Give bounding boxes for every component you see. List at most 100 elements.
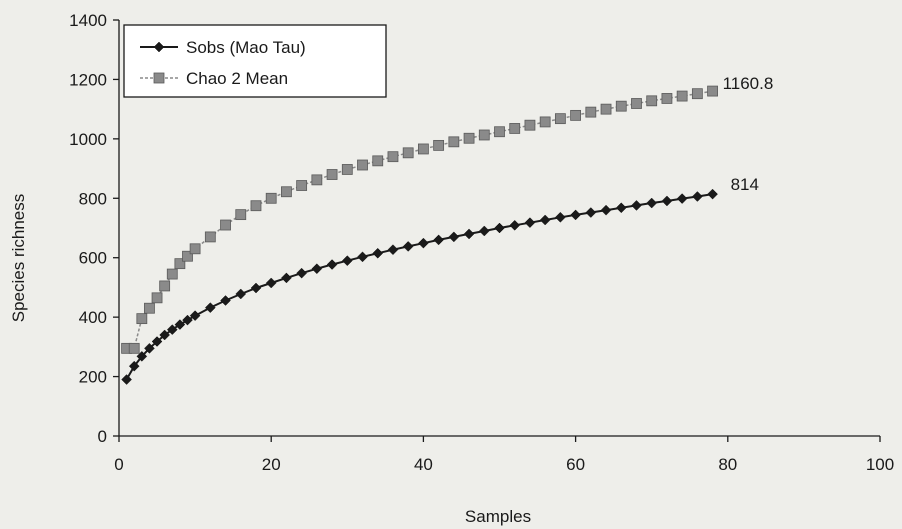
- data-point-chao2: [646, 95, 658, 107]
- data-point-chao2: [448, 136, 460, 148]
- x-tick-label: 80: [718, 455, 737, 474]
- data-point-chao2: [166, 268, 178, 280]
- y-tick-label: 400: [79, 308, 107, 327]
- data-point-sobs: [448, 231, 460, 243]
- data-point-sobs: [433, 234, 444, 246]
- data-point-sobs: [402, 241, 414, 252]
- data-point-chao2: [341, 164, 353, 175]
- data-point-chao2: [417, 143, 429, 155]
- data-point-sobs: [661, 195, 673, 207]
- end-label-chao2: 1160.8: [723, 74, 774, 93]
- data-point-chao2: [661, 93, 673, 104]
- data-point-sobs: [615, 202, 627, 214]
- data-point-sobs: [182, 314, 193, 326]
- data-point-sobs: [151, 336, 163, 347]
- data-point-sobs: [570, 209, 581, 221]
- legend-items: Sobs (Mao Tau) Chao 2 Mean: [140, 38, 306, 88]
- y-tick-label: 0: [98, 427, 107, 446]
- data-point-sobs: [189, 310, 201, 322]
- data-point-sobs: [166, 324, 178, 335]
- data-point-sobs: [509, 219, 521, 231]
- data-point-chao2: [250, 200, 262, 212]
- data-point-chao2: [220, 219, 231, 231]
- data-point-sobs: [707, 188, 718, 200]
- data-point-sobs: [159, 329, 171, 341]
- y-tick-label: 1200: [69, 70, 107, 89]
- data-point-chao2: [478, 129, 490, 141]
- data-point-sobs: [204, 302, 216, 313]
- data-point-chao2: [326, 169, 338, 180]
- data-point-sobs: [311, 263, 323, 275]
- data-point-chao2: [136, 313, 148, 325]
- data-point-sobs: [326, 259, 338, 270]
- x-axis-title: Samples: [465, 507, 531, 526]
- data-point-chao2: [707, 85, 718, 97]
- data-point-chao2: [433, 139, 445, 151]
- series-line-sobs: [125, 193, 713, 380]
- end-labels: 814 1160.8: [723, 74, 774, 194]
- data-point-chao2: [182, 250, 193, 262]
- y-tick-label: 1000: [69, 130, 107, 149]
- y-tick-label: 600: [79, 249, 107, 268]
- data-point-chao2: [691, 88, 703, 100]
- data-point-chao2: [615, 100, 627, 112]
- series-line-chao2: [126, 90, 713, 350]
- data-point-chao2: [554, 113, 566, 125]
- data-point-sobs: [220, 295, 231, 306]
- x-tick-label: 60: [566, 455, 585, 474]
- data-point-chao2: [265, 192, 277, 204]
- data-point-chao2: [281, 186, 292, 198]
- data-point-sobs: [676, 193, 688, 204]
- y-axis-title: Species richness: [9, 194, 28, 323]
- data-point-sobs: [144, 342, 155, 354]
- data-point-sobs: [463, 228, 475, 240]
- data-point-chao2: [631, 98, 642, 109]
- data-point-chao2: [524, 119, 536, 131]
- data-point-sobs: [250, 282, 262, 294]
- axes: 0 200 400 600 800 1000 1200 1400 0 20 40 60 80 100: [69, 11, 894, 474]
- data-point-chao2: [128, 342, 140, 354]
- data-point-chao2: [151, 292, 163, 304]
- data-point-sobs: [174, 319, 186, 330]
- data-point-chao2: [357, 159, 368, 171]
- data-point-chao2: [494, 126, 505, 138]
- data-point-chao2: [402, 147, 414, 159]
- y-tick-label: 800: [79, 189, 107, 208]
- data-point-chao2: [159, 280, 171, 292]
- x-tick-label: 40: [414, 455, 433, 474]
- data-point-sobs: [357, 251, 368, 263]
- data-point-chao2: [676, 90, 688, 102]
- data-point-chao2: [387, 151, 399, 163]
- data-point-chao2: [509, 123, 521, 134]
- data-point-sobs: [235, 288, 247, 300]
- end-label-sobs: 814: [731, 175, 759, 194]
- data-point-sobs: [585, 207, 597, 218]
- data-point-chao2: [174, 258, 186, 270]
- data-point-sobs: [478, 225, 490, 237]
- data-point-sobs: [136, 351, 148, 362]
- data-point-chao2: [585, 106, 597, 118]
- data-point-sobs: [646, 197, 658, 209]
- legend-label-chao2: Chao 2 Mean: [186, 69, 288, 88]
- legend: Sobs (Mao Tau) Chao 2 Mean: [123, 24, 387, 98]
- data-point-sobs: [539, 214, 551, 226]
- data-point-sobs: [418, 237, 429, 249]
- data-point-sobs: [600, 204, 612, 216]
- x-tick-label: 20: [262, 455, 281, 474]
- data-point-chao2: [296, 180, 308, 191]
- data-point-sobs: [524, 217, 536, 229]
- data-point-sobs: [281, 272, 292, 284]
- data-point-sobs: [372, 247, 384, 259]
- data-point-sobs: [265, 277, 277, 289]
- data-point-chao2: [144, 302, 155, 314]
- x-tick-label: 0: [114, 455, 123, 474]
- x-tick-label: 100: [866, 455, 894, 474]
- data-point-chao2: [311, 174, 323, 186]
- data-point-sobs: [296, 267, 307, 279]
- data-point-sobs: [692, 191, 703, 202]
- data-point-sobs: [341, 255, 353, 267]
- series-layer: [121, 85, 718, 385]
- data-point-chao2: [372, 155, 384, 167]
- legend-marker-sobs: [153, 41, 165, 53]
